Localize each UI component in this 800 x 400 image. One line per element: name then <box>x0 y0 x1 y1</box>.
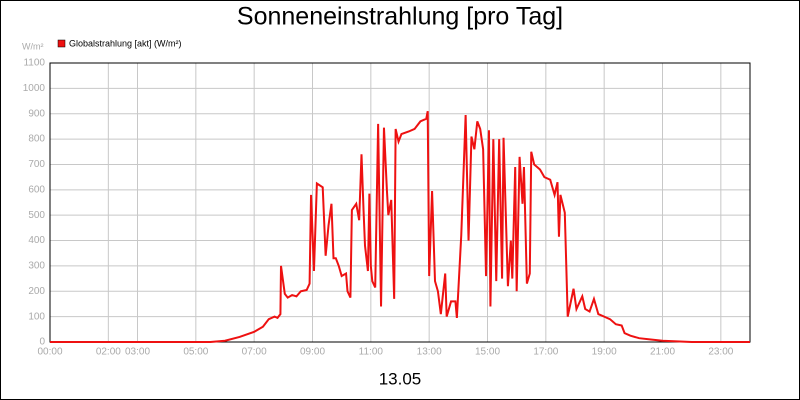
data-line <box>50 111 750 343</box>
chart-title: Sonneneinstrahlung [pro Tag] <box>237 3 563 31</box>
y-tick-label: 700 <box>28 159 45 170</box>
y-tick-label: 800 <box>28 134 45 145</box>
x-tick-label: 19:00 <box>592 347 617 358</box>
x-tick-label: 00:00 <box>37 347 62 358</box>
x-tick-label: 23:00 <box>708 347 733 358</box>
plot-area <box>50 63 750 342</box>
x-tick-label: 02:00 <box>96 347 121 358</box>
x-tick-label: 17:00 <box>533 347 558 358</box>
plot-border <box>49 62 751 343</box>
y-tick-label: 600 <box>28 184 45 195</box>
y-tick-label: 500 <box>28 210 45 221</box>
x-tick-label: 05:00 <box>183 347 208 358</box>
y-tick-label: 1000 <box>23 83 46 94</box>
y-tick-label: 900 <box>28 108 45 119</box>
x-tick-label: 13:00 <box>417 347 442 358</box>
y-tick-label: 100 <box>28 311 45 322</box>
x-tick-label: 15:00 <box>475 347 500 358</box>
x-tick-label: 03:00 <box>125 347 150 358</box>
x-tick-label: 09:00 <box>300 347 325 358</box>
y-tick-label: 400 <box>28 235 45 246</box>
legend-label: Globalstrahlung [akt] (W/m²) <box>69 38 182 48</box>
legend-swatch <box>57 39 66 48</box>
x-tick-label: 21:00 <box>650 347 675 358</box>
y-unit: W/m² <box>22 41 44 51</box>
y-tick-label: 1100 <box>23 58 45 69</box>
y-tick-label: 200 <box>28 286 45 297</box>
x-tick-label: 07:00 <box>242 347 267 358</box>
y-tick-label: 0 <box>39 337 45 348</box>
x-tick-label: 11:00 <box>359 347 384 358</box>
y-tick-label: 300 <box>28 261 45 272</box>
x-axis-label: 13.05 <box>379 369 422 388</box>
